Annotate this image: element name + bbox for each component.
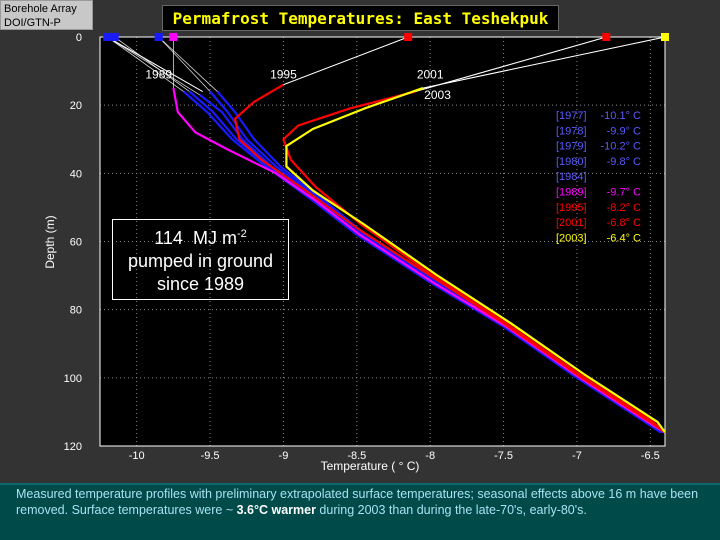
y-tick-label: 120 xyxy=(64,441,82,453)
surface-marker xyxy=(661,33,669,41)
legend-year: [1980] xyxy=(556,156,587,168)
caption-text-end: during 2003 than during the late-70's, e… xyxy=(315,502,587,517)
x-axis-label: Temperature ( ° C) xyxy=(321,459,420,473)
energy-value: 114 xyxy=(154,228,183,248)
surface-connector xyxy=(158,36,211,92)
surface-connector xyxy=(415,36,607,92)
legend-value: -10.2° C xyxy=(601,141,642,153)
legend-year: [1977] xyxy=(556,110,587,122)
surface-connector xyxy=(422,36,666,89)
annotation-label: 2003 xyxy=(424,88,451,102)
legend-year: [1984] xyxy=(556,171,587,183)
surface-marker xyxy=(602,33,611,41)
annotation-label: 1995 xyxy=(270,67,297,81)
surface-marker xyxy=(110,33,119,41)
series-line xyxy=(172,87,666,434)
annotations: 1989 1995 2001 2003 xyxy=(145,67,451,101)
x-tick-label: -7 xyxy=(572,450,582,462)
y-tick-label: 0 xyxy=(76,32,82,44)
surface-marker xyxy=(154,33,163,41)
x-tick-label: -7.5 xyxy=(494,450,513,462)
energy-exponent: -2 xyxy=(236,228,247,240)
x-tick-label: -9.5 xyxy=(201,450,220,462)
legend: [1977] -10.1° C [1978] -9.9° C [1979] -10.2° … xyxy=(556,110,641,244)
x-tick-label: -8 xyxy=(425,450,435,462)
legend-year: [1989] xyxy=(556,187,587,199)
y-tick-labels: 0 20 40 60 80 100 120 xyxy=(64,32,82,453)
legend-year: [1979] xyxy=(556,141,587,153)
tag-line-2: DOI/GTN-P xyxy=(4,17,61,29)
borehole-tag: Borehole Array DOI/GTN-P xyxy=(0,0,93,30)
energy-unit: MJ m xyxy=(192,228,237,248)
energy-line-3: since 1989 xyxy=(156,274,245,294)
x-tick-label: -6.5 xyxy=(641,450,660,462)
legend-year: [1978] xyxy=(556,125,587,137)
annotation-connectors xyxy=(107,36,666,96)
y-tick-label: 60 xyxy=(70,237,82,249)
legend-value: -6.4° C xyxy=(607,232,641,244)
series-line xyxy=(282,90,666,434)
legend-value: -6.8° C xyxy=(607,217,641,229)
y-tick-label: 100 xyxy=(64,373,82,385)
energy-box: 114 MJ m-2 pumped in ground since 1989 xyxy=(112,219,289,300)
legend-value: -9.7° C xyxy=(607,187,641,199)
surface-marker xyxy=(404,33,413,41)
series-line xyxy=(233,83,666,434)
x-tick-label: -8.5 xyxy=(347,450,366,462)
legend-year: [1995] xyxy=(556,202,587,214)
series-line xyxy=(285,87,666,434)
y-tick-label: 40 xyxy=(70,168,82,180)
y-axis-label: Depth (m) xyxy=(43,215,57,268)
annotation-label: 1989 xyxy=(145,67,172,81)
surface-connector xyxy=(114,36,190,92)
caption: Measured temperature profiles with preli… xyxy=(0,483,720,540)
legend-value: -8.2° C xyxy=(607,202,641,214)
energy-line-1: 114 MJ m-2 xyxy=(113,223,288,250)
annotation-connector xyxy=(107,36,203,92)
legend-value: -10.1° C xyxy=(601,110,642,122)
surface-marker xyxy=(169,33,178,41)
surface-connector xyxy=(158,36,218,92)
legend-value: -9.8° C xyxy=(607,156,641,168)
y-tick-label: 20 xyxy=(70,100,82,112)
surface-markers xyxy=(103,33,669,41)
legend-year: [2001] xyxy=(556,217,587,229)
series-line xyxy=(182,90,662,434)
x-tick-label: -9 xyxy=(279,450,289,462)
energy-line-2: pumped in ground xyxy=(127,251,274,271)
series-lines xyxy=(172,83,666,434)
plot-area xyxy=(100,37,665,446)
annotation-label: 2001 xyxy=(417,67,444,81)
surface-connector xyxy=(283,36,409,86)
tag-line-1: Borehole Array xyxy=(4,3,77,15)
y-tick-label: 80 xyxy=(70,305,82,317)
chart-title: Permafrost Temperatures: East Teshekpuk xyxy=(162,5,559,31)
caption-highlight: 3.6°C warmer xyxy=(236,502,316,517)
x-tick-label: -10 xyxy=(129,450,145,462)
legend-year: [2003] xyxy=(556,232,587,244)
surface-marker xyxy=(103,33,112,41)
plot-frame xyxy=(99,36,666,447)
legend-value: -9.9° C xyxy=(607,125,641,137)
surface-connector xyxy=(107,36,201,96)
surface-connector xyxy=(107,36,184,92)
x-tick-labels: -10 -9.5 -9 -8.5 -8 -7.5 -7 -6.5 xyxy=(129,450,660,462)
caption-text: Measured temperature profiles with preli… xyxy=(16,487,699,517)
